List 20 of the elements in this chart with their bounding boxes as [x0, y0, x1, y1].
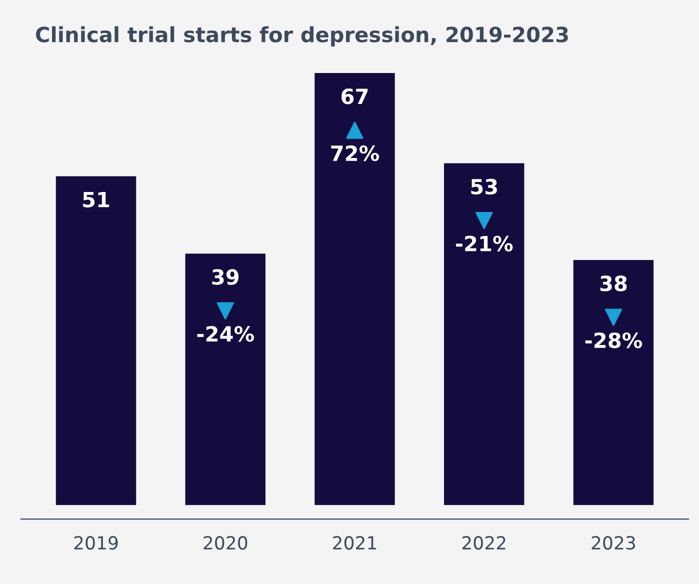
bar: [444, 163, 524, 506]
bar: [573, 260, 654, 506]
annotation: 72%: [331, 145, 380, 162]
x-tick-label: 2021: [333, 536, 376, 550]
x-tick-label: 2023: [592, 536, 636, 550]
x-tick-label: 2019: [74, 536, 118, 550]
annotation: -24%: [197, 326, 254, 342]
chart-title: Clinical trial starts for depression, 2019-2023: [36, 26, 568, 46]
bar: [56, 176, 136, 506]
bar: [314, 73, 395, 506]
x-tick-label: 2020: [204, 536, 248, 550]
data-label: 39: [212, 269, 239, 285]
data-label: 67: [342, 88, 368, 104]
annotation: -21%: [456, 236, 513, 252]
data-label: 53: [471, 178, 497, 195]
annotation: -28%: [585, 332, 642, 348]
bar: [185, 254, 266, 506]
data-label: 51: [83, 192, 110, 208]
x-tick-label: 2022: [462, 536, 506, 550]
data-label: 38: [600, 276, 627, 292]
